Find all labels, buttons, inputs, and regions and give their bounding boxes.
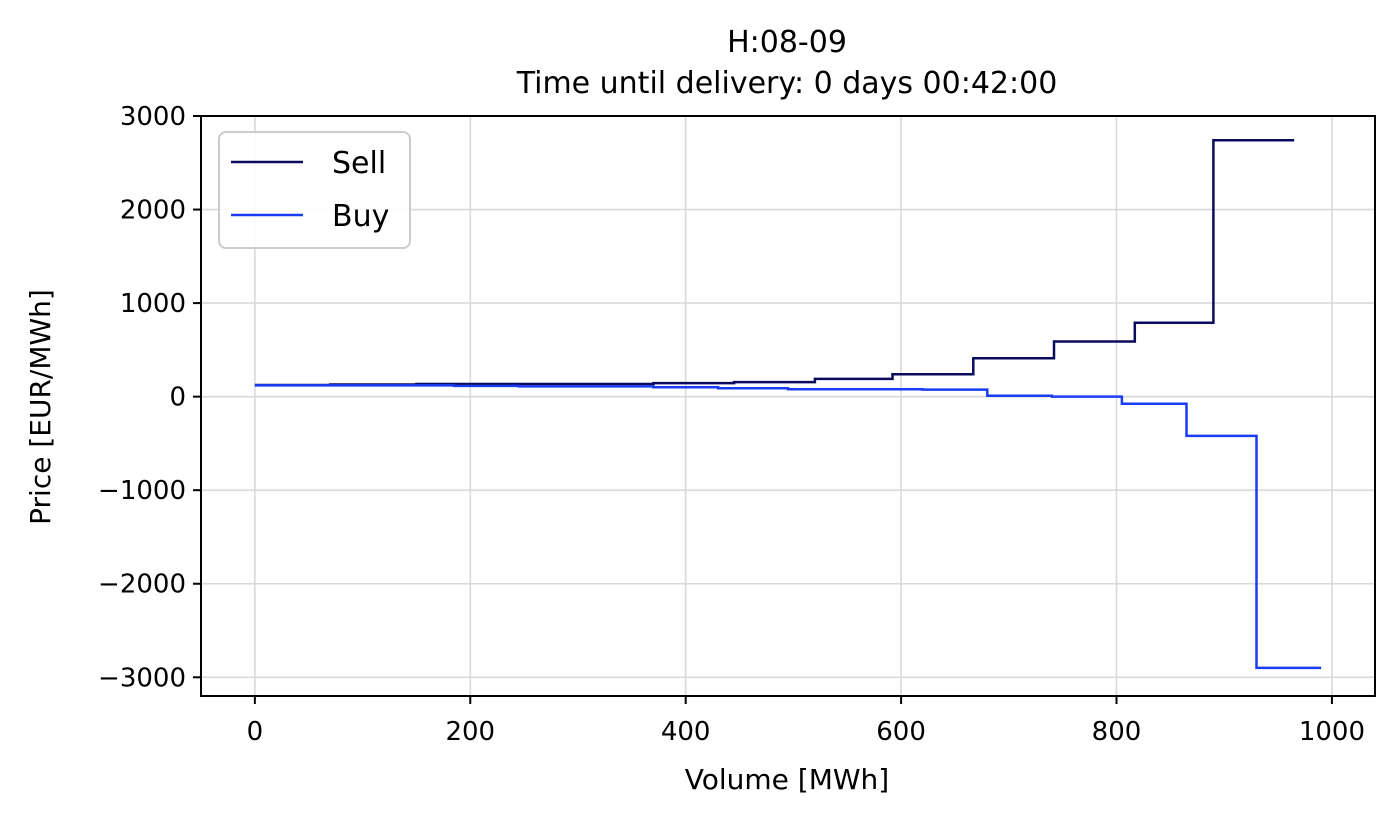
y-tick-label: 2000 [120, 196, 186, 226]
plot-frame [200, 115, 1376, 697]
legend-label-sell: Sell [332, 146, 386, 181]
y-axis-label: Price [EUR/MWh] [24, 289, 57, 525]
chart-subtitle: Time until delivery: 0 days 00:42:00 [516, 66, 1058, 101]
y-tick-label: 1000 [120, 289, 186, 319]
series-lines [254, 139, 1322, 670]
x-tick-label: 800 [1092, 717, 1142, 747]
y-tick-label: 3000 [120, 102, 186, 132]
y-tick-label: −2000 [98, 570, 186, 600]
y-tick-label: −3000 [98, 663, 186, 693]
x-axis-ticks: 0 200 400 600 800 1000 [247, 696, 1365, 747]
x-tick-label: 600 [876, 717, 926, 747]
x-axis-label: Volume [MWh] [685, 763, 889, 796]
y-axis-ticks: 3000 2000 1000 0 −1000 −2000 −3000 [98, 102, 201, 693]
x-tick-label: 200 [445, 717, 495, 747]
chart-title: H:08-09 [727, 25, 847, 60]
y-tick-label: −1000 [98, 476, 186, 506]
legend: Sell Buy [218, 131, 411, 249]
series-line-buy [254, 384, 1322, 670]
legend-label-buy: Buy [332, 199, 389, 234]
x-tick-label: 1000 [1299, 717, 1365, 747]
x-tick-label: 400 [661, 717, 711, 747]
x-tick-label: 0 [247, 717, 264, 747]
y-tick-label: 0 [169, 383, 186, 413]
grid [201, 115, 1375, 696]
